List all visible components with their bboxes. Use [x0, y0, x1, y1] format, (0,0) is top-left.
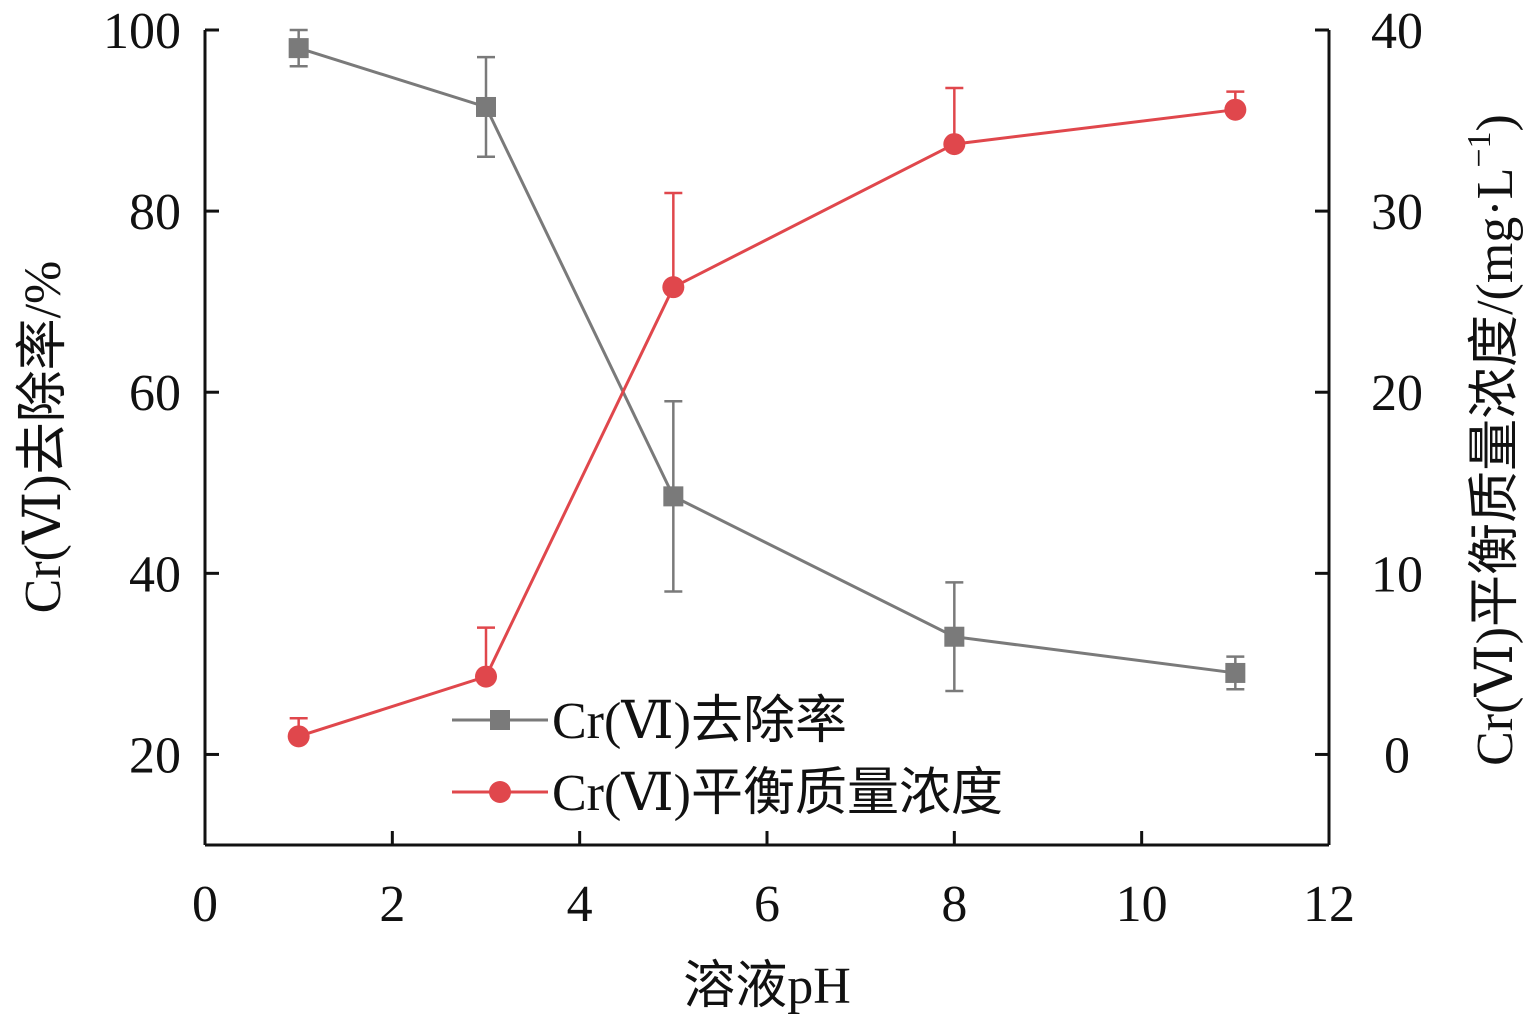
- series-layer: [287, 28, 1247, 748]
- x-tick-label: 10: [1116, 876, 1168, 933]
- left-axis-title: Cr(Ⅵ)去除率/%: [15, 261, 72, 614]
- x-axis-title: 溶液pH: [683, 958, 851, 1015]
- legend: Cr(Ⅵ)去除率 Cr(Ⅵ)平衡质量浓度: [452, 693, 1003, 822]
- legend-label: Cr(Ⅵ)平衡质量浓度: [552, 765, 1003, 822]
- data-point: [1224, 98, 1247, 121]
- right-axis-title-main: Cr(Ⅵ)平衡质量浓度/(mg·L: [1467, 168, 1524, 766]
- data-point: [944, 626, 965, 647]
- right-axis-title-close: ): [1467, 114, 1524, 131]
- y-right-tick-label: 30: [1371, 184, 1423, 241]
- data-point: [288, 38, 309, 59]
- x-tick-label: 0: [192, 876, 218, 933]
- x-tick-label: 8: [941, 876, 967, 933]
- data-point: [1225, 662, 1246, 683]
- y-right-tick-label: 20: [1371, 365, 1423, 422]
- y-left-tick-label: 40: [129, 546, 181, 603]
- series-1: [288, 28, 1246, 693]
- ticks: 0 2 4 6 8 10 12 20 40 60 80 100 0 10 20 30 40: [103, 3, 1423, 933]
- y-right-tick-label: 40: [1371, 3, 1423, 60]
- right-axis-title-superscript: −1: [1461, 131, 1498, 167]
- data-point: [663, 486, 684, 507]
- data-point: [943, 133, 966, 156]
- y-left-tick-label: 80: [129, 184, 181, 241]
- series-2: [287, 86, 1247, 748]
- y-left-tick-label: 20: [129, 727, 181, 784]
- data-point: [287, 725, 310, 748]
- y-left-tick-label: 60: [129, 365, 181, 422]
- data-point: [476, 96, 496, 117]
- series-line: [298, 108, 1236, 738]
- y-right-tick-label: 10: [1371, 546, 1423, 603]
- right-axis-title: Cr(Ⅵ)平衡质量浓度/(mg·L−1): [1461, 114, 1524, 766]
- legend-marker: [490, 710, 510, 730]
- legend-label: Cr(Ⅵ)去除率: [552, 693, 847, 750]
- x-tick-label: 6: [754, 876, 780, 933]
- data-point: [475, 665, 497, 688]
- series-line: [298, 46, 1236, 675]
- y-left-tick-label: 100: [103, 3, 181, 60]
- x-tick-label: 4: [567, 876, 593, 933]
- x-tick-label: 2: [379, 876, 405, 933]
- x-tick-label: 12: [1303, 876, 1355, 933]
- legend-marker: [489, 781, 511, 803]
- y-right-tick-label: 0: [1384, 727, 1410, 784]
- data-point: [662, 276, 685, 299]
